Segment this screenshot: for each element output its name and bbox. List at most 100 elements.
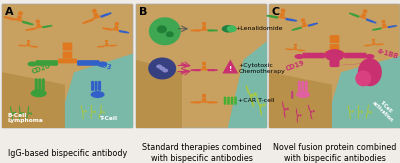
Ellipse shape [368,104,369,106]
Ellipse shape [358,105,359,106]
Ellipse shape [36,46,38,48]
Ellipse shape [285,48,288,50]
Ellipse shape [26,29,29,31]
FancyBboxPatch shape [344,53,366,58]
FancyBboxPatch shape [202,62,206,65]
Ellipse shape [166,31,174,37]
Ellipse shape [366,117,367,119]
FancyBboxPatch shape [297,114,298,117]
Ellipse shape [156,65,162,68]
Ellipse shape [297,121,298,123]
Ellipse shape [293,20,297,22]
FancyBboxPatch shape [208,69,215,71]
FancyBboxPatch shape [105,43,108,45]
FancyBboxPatch shape [100,110,102,114]
FancyBboxPatch shape [352,110,354,112]
Ellipse shape [91,105,92,106]
Text: +CAR T-cell: +CAR T-cell [238,98,275,103]
Ellipse shape [19,106,20,108]
Ellipse shape [4,16,7,18]
FancyBboxPatch shape [14,112,16,114]
Ellipse shape [214,30,218,31]
FancyBboxPatch shape [308,106,310,110]
FancyBboxPatch shape [284,111,286,116]
Text: B: B [139,7,147,17]
FancyBboxPatch shape [284,108,286,111]
FancyBboxPatch shape [301,81,304,92]
FancyBboxPatch shape [249,93,252,99]
Ellipse shape [382,44,384,45]
Ellipse shape [227,25,237,32]
Ellipse shape [28,106,29,108]
FancyBboxPatch shape [368,111,370,113]
Ellipse shape [266,15,270,17]
Ellipse shape [214,69,218,71]
FancyBboxPatch shape [18,11,23,16]
FancyBboxPatch shape [348,106,350,110]
FancyBboxPatch shape [114,26,118,29]
FancyBboxPatch shape [349,110,350,114]
Ellipse shape [83,118,84,119]
FancyBboxPatch shape [382,23,386,27]
Ellipse shape [10,106,11,108]
FancyBboxPatch shape [91,81,94,91]
FancyBboxPatch shape [366,18,374,23]
FancyBboxPatch shape [388,25,395,28]
FancyBboxPatch shape [302,53,325,58]
FancyBboxPatch shape [105,28,112,31]
FancyBboxPatch shape [98,81,101,91]
Ellipse shape [355,70,371,86]
FancyBboxPatch shape [361,111,363,113]
FancyBboxPatch shape [58,59,77,63]
Ellipse shape [30,23,34,25]
Text: +Lenalidomide: +Lenalidomide [236,26,283,31]
FancyBboxPatch shape [36,60,58,66]
FancyBboxPatch shape [15,18,23,22]
FancyBboxPatch shape [94,81,98,91]
FancyBboxPatch shape [92,9,97,13]
Ellipse shape [108,12,112,15]
Ellipse shape [49,25,52,27]
FancyBboxPatch shape [298,81,301,92]
FancyBboxPatch shape [358,106,359,110]
Ellipse shape [81,105,82,107]
Ellipse shape [114,45,117,46]
FancyBboxPatch shape [28,112,30,114]
Ellipse shape [296,91,310,98]
Text: B-Cell
Lymphoma: B-Cell Lymphoma [8,113,44,124]
FancyBboxPatch shape [119,30,126,33]
FancyBboxPatch shape [294,44,297,46]
FancyBboxPatch shape [27,40,30,43]
FancyBboxPatch shape [231,97,233,105]
Polygon shape [269,72,332,128]
FancyBboxPatch shape [350,111,352,113]
FancyBboxPatch shape [349,114,351,118]
FancyBboxPatch shape [11,111,13,115]
FancyBboxPatch shape [310,110,311,114]
FancyBboxPatch shape [100,13,109,18]
Ellipse shape [358,58,382,86]
FancyBboxPatch shape [330,35,339,43]
Ellipse shape [364,45,366,46]
FancyBboxPatch shape [202,26,206,29]
FancyBboxPatch shape [201,68,208,70]
Ellipse shape [148,58,176,80]
FancyBboxPatch shape [94,111,96,113]
FancyBboxPatch shape [93,13,98,17]
FancyBboxPatch shape [91,106,92,110]
FancyBboxPatch shape [227,97,230,105]
FancyBboxPatch shape [234,97,237,105]
Ellipse shape [308,105,309,107]
FancyBboxPatch shape [371,44,376,45]
Text: T-Cell: T-Cell [100,116,118,121]
Text: Standard therapies combined
with bispecific antibodies: Standard therapies combined with bispeci… [142,143,261,163]
FancyBboxPatch shape [105,40,108,43]
FancyBboxPatch shape [17,15,22,19]
Ellipse shape [349,13,352,15]
Ellipse shape [190,102,194,103]
FancyBboxPatch shape [286,108,289,110]
FancyBboxPatch shape [259,108,262,114]
FancyBboxPatch shape [27,43,30,45]
FancyBboxPatch shape [366,113,368,118]
FancyBboxPatch shape [366,44,372,46]
